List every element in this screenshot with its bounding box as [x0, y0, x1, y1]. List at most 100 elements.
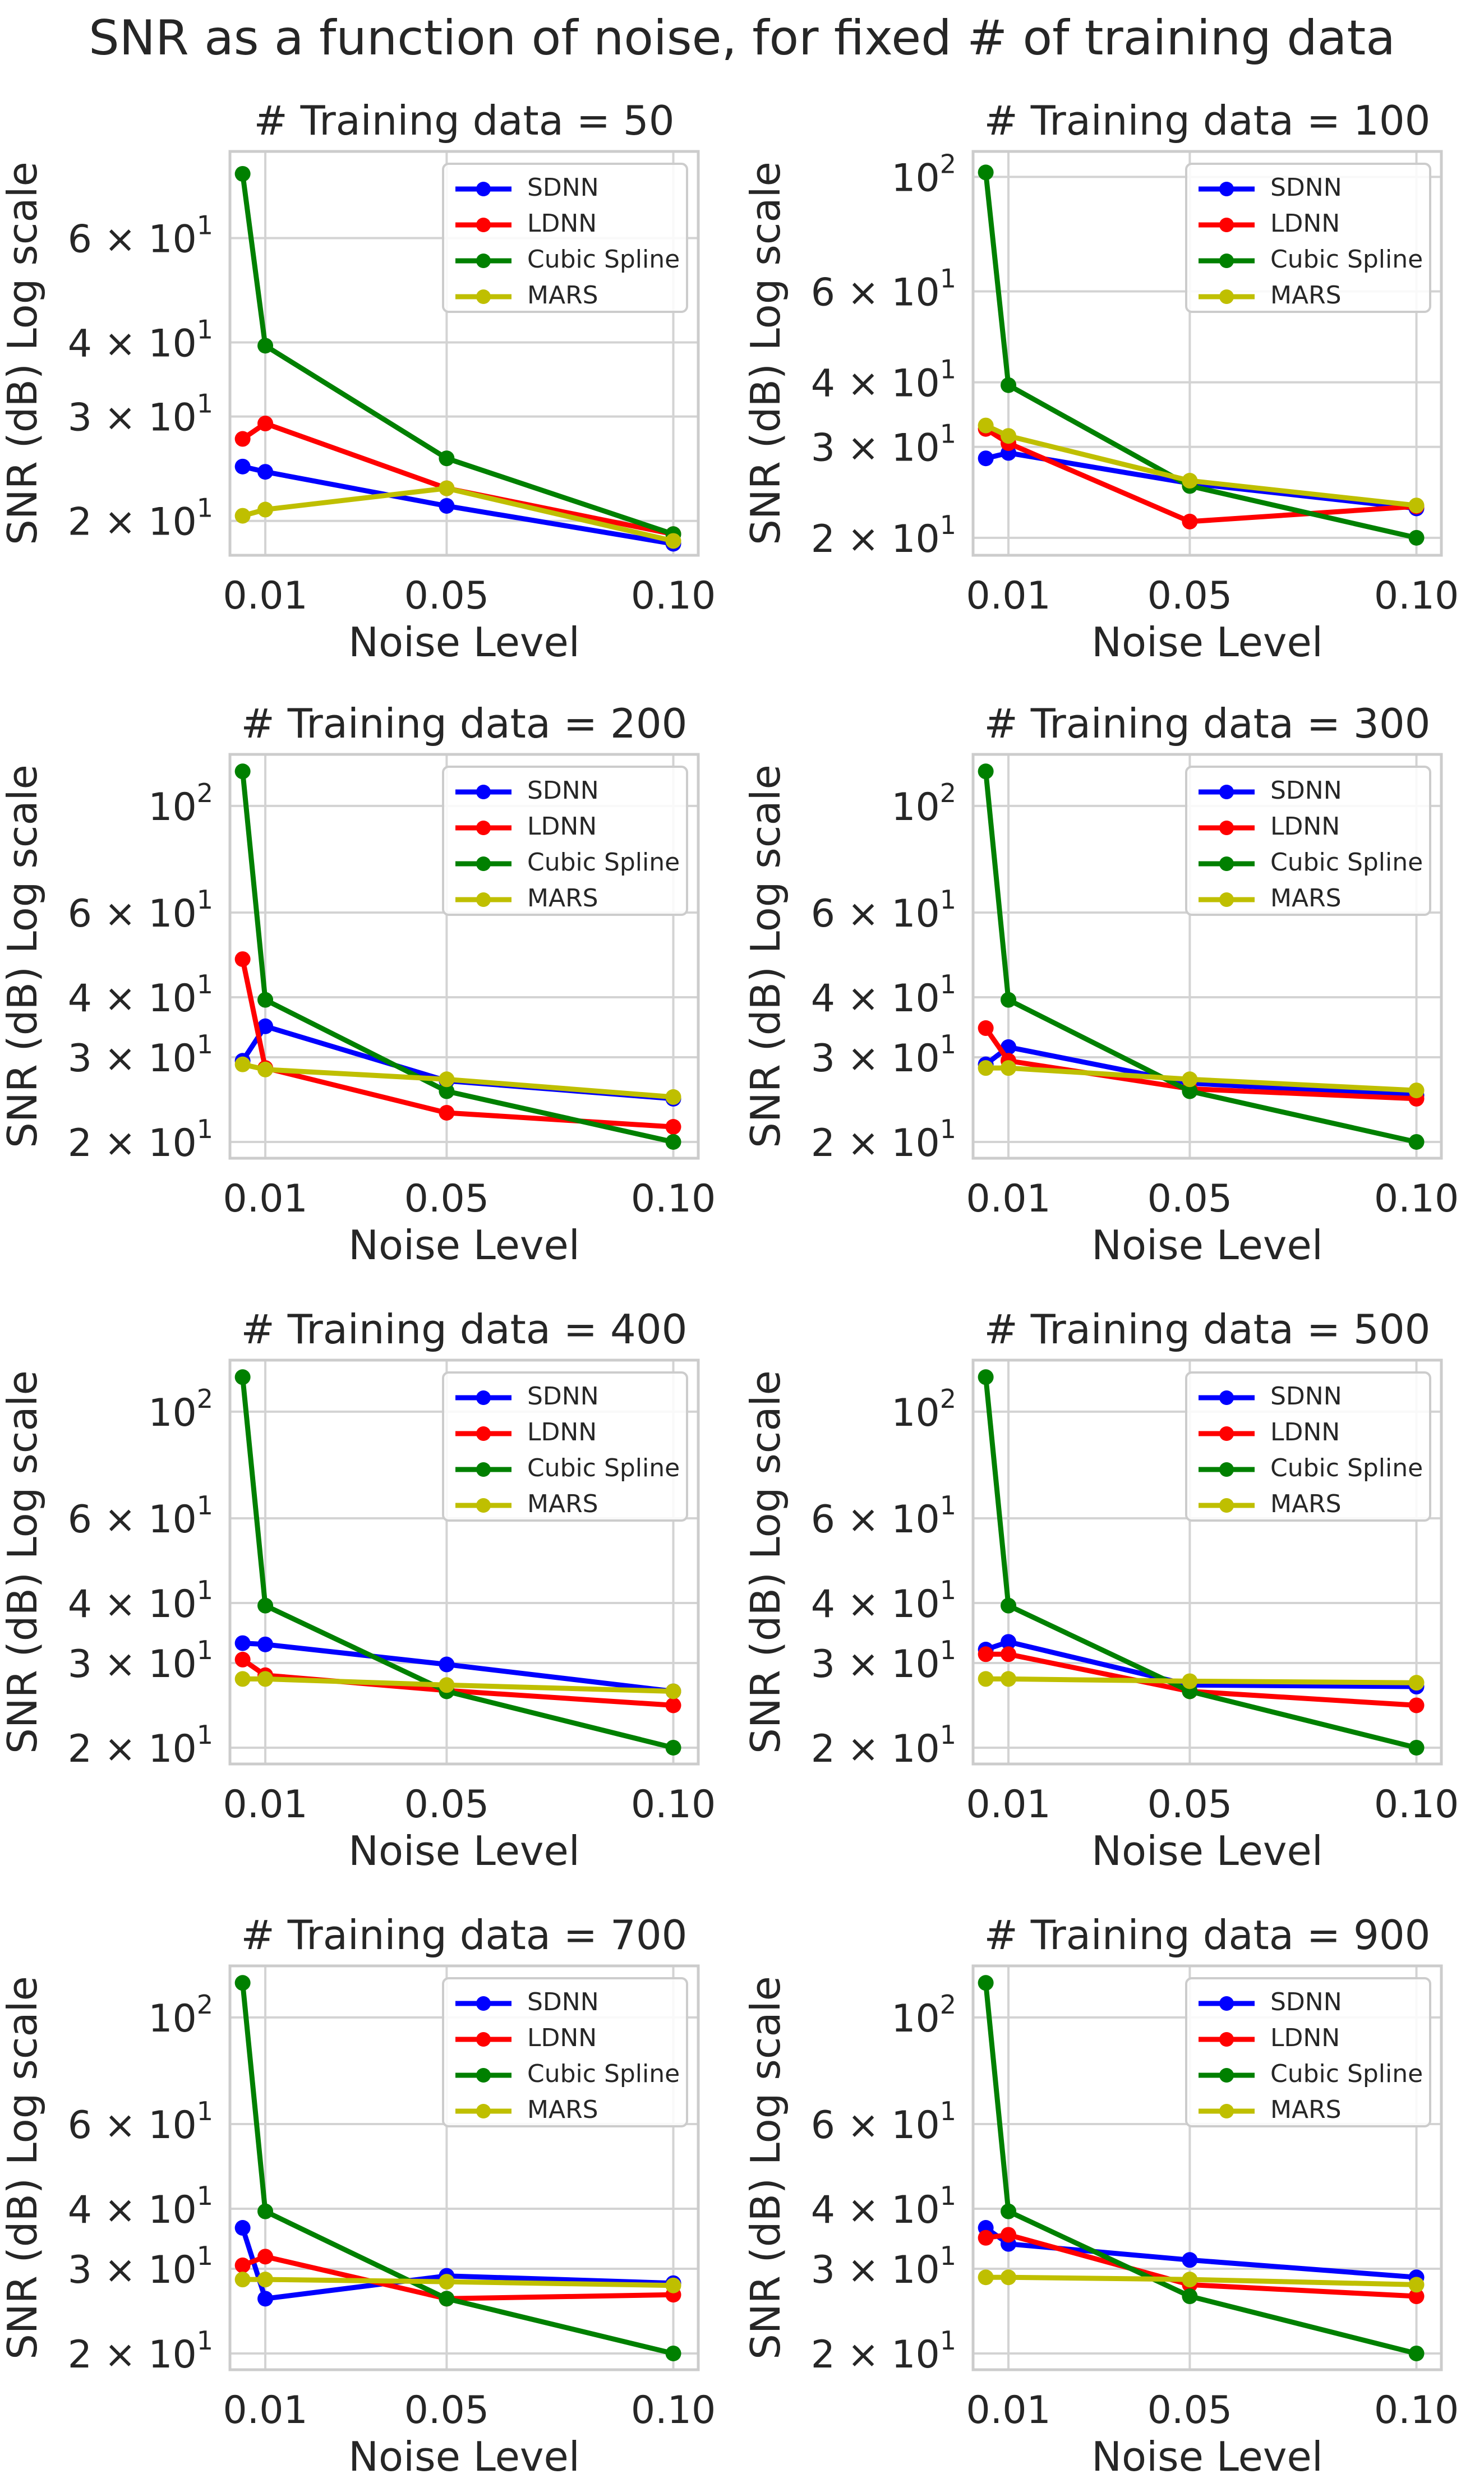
- legend-label: LDNN: [1270, 812, 1340, 841]
- legend-label: LDNN: [527, 1418, 597, 1447]
- y-tick-label: 6 × 101​: [811, 263, 956, 315]
- series-line-mars: [242, 1676, 674, 1694]
- legend-swatch-marker: [1219, 856, 1234, 871]
- series-line-mars: [984, 423, 1417, 508]
- x-tick-label: 0.05: [1147, 1782, 1232, 1827]
- data-point-mars: [1182, 2272, 1198, 2288]
- data-point-cubic-spline: [665, 1739, 681, 1756]
- x-tick-label: 0.01: [966, 1177, 1050, 1221]
- y-tick-label: 6 × 101​: [68, 2096, 213, 2148]
- x-tick-label: 0.01: [223, 2388, 307, 2433]
- data-point-mars: [1182, 1071, 1198, 1088]
- data-point-sdnn: [439, 498, 455, 514]
- legend-swatch-marker: [476, 2032, 491, 2047]
- legend-box: [442, 766, 688, 916]
- data-point-cubic-spline: [257, 338, 274, 354]
- y-tick-label: 4 × 101​: [811, 354, 956, 406]
- y-tick-label: 102​: [891, 1383, 956, 1435]
- x-tick-label: 0.10: [631, 574, 716, 618]
- y-tick-label: 6 × 101​: [68, 210, 213, 261]
- y-tick-label: 2 × 101​: [811, 1719, 956, 1771]
- y-axis-label: SNR (dB) Log scale: [742, 1370, 789, 1754]
- data-point-cubic-spline: [1408, 529, 1425, 546]
- data-point-sdnn: [439, 1656, 455, 1673]
- legend-swatch-marker: [1219, 2104, 1234, 2118]
- data-point-ldnn: [1408, 1697, 1425, 1713]
- data-point-cubic-spline: [1001, 2203, 1017, 2219]
- x-tick-label: 0.05: [404, 1782, 489, 1827]
- y-tick-label: 2 × 101​: [68, 2325, 213, 2376]
- x-tick-label: 0.05: [1147, 2388, 1232, 2433]
- legend: SDNN LDNN Cubic Spline MARS: [442, 1371, 688, 1522]
- y-tick-label: 2 × 101​: [68, 492, 213, 544]
- legend-label: LDNN: [527, 812, 597, 841]
- data-point-mars: [665, 1089, 681, 1105]
- y-tick-label: 3 × 101​: [811, 1029, 956, 1081]
- plot-frame: [228, 753, 700, 1160]
- data-point-mars: [1001, 428, 1017, 444]
- plot-frame: [228, 1964, 700, 2371]
- legend: SDNN LDNN Cubic Spline MARS: [442, 1977, 688, 2127]
- y-tick-label: 102​: [891, 777, 956, 829]
- y-tick-label: 6 × 101​: [68, 885, 213, 936]
- data-point-mars: [665, 2277, 681, 2293]
- series-line-cubic-spline: [240, 173, 674, 537]
- legend-swatch-marker: [1219, 821, 1234, 835]
- x-tick-label: 0.10: [631, 1782, 716, 1827]
- legend-swatch-marker: [476, 785, 491, 799]
- subplot-title: # Training data = 50: [254, 97, 674, 144]
- legend-swatch-marker: [476, 254, 491, 268]
- legend-label: LDNN: [1270, 1418, 1340, 1447]
- legend-label: SDNN: [527, 173, 599, 202]
- data-point-cubic-spline: [1001, 992, 1017, 1008]
- legend-swatch-marker: [476, 1462, 491, 1477]
- y-tick-label: 4 × 101​: [68, 969, 213, 1020]
- x-tick-label: 0.05: [1147, 1177, 1232, 1221]
- legend-swatch-marker: [1219, 892, 1234, 907]
- data-point-sdnn: [1182, 2252, 1198, 2268]
- y-tick-label: 3 × 101​: [811, 1635, 956, 1687]
- data-point-sdnn: [257, 464, 274, 480]
- legend-label: SDNN: [1270, 776, 1342, 805]
- data-point-mars: [978, 2269, 994, 2286]
- data-point-ldnn: [978, 1020, 994, 1037]
- legend-swatch-marker: [476, 1426, 491, 1441]
- legend-label: SDNN: [527, 776, 599, 805]
- data-point-cubic-spline: [439, 450, 455, 467]
- legend-swatch-marker: [1219, 2032, 1234, 2047]
- legend-label: Cubic Spline: [527, 848, 680, 877]
- legend-label: MARS: [1270, 2095, 1342, 2124]
- x-tick-label: 0.10: [631, 2388, 716, 2433]
- legend-swatch-marker: [476, 1390, 491, 1405]
- series-line-ldnn: [985, 1651, 1417, 1708]
- legend-label: Cubic Spline: [527, 245, 680, 274]
- data-point-cubic-spline: [234, 165, 251, 182]
- data-point-cubic-spline: [1001, 1597, 1017, 1614]
- data-point-ldnn: [1408, 2288, 1425, 2305]
- data-point-cubic-spline: [1182, 2288, 1198, 2305]
- legend-swatch-marker: [1219, 1390, 1234, 1405]
- legend-swatch-marker: [1219, 1462, 1234, 1477]
- data-point-sdnn: [978, 450, 994, 467]
- y-tick-label: 2 × 101​: [811, 1113, 956, 1165]
- legend-box: [442, 1371, 688, 1522]
- data-point-mars: [257, 1061, 274, 1077]
- series-line-mars: [242, 2277, 674, 2288]
- data-point-mars: [1001, 1060, 1017, 1076]
- data-point-cubic-spline: [978, 1369, 994, 1385]
- data-point-mars: [257, 1671, 274, 1687]
- y-tick-label: 4 × 101​: [811, 2180, 956, 2232]
- x-tick-label: 0.05: [404, 574, 489, 618]
- x-axis-label: Noise Level: [1091, 1222, 1323, 1269]
- data-point-cubic-spline: [1182, 1083, 1198, 1099]
- data-point-cubic-spline: [257, 992, 274, 1008]
- x-axis-label: Noise Level: [348, 619, 580, 666]
- legend-label: LDNN: [527, 209, 597, 238]
- legend-box: [1185, 1371, 1431, 1522]
- data-point-sdnn: [234, 2220, 251, 2236]
- data-point-cubic-spline: [439, 2291, 455, 2307]
- legend: SDNN LDNN Cubic Spline MARS: [442, 766, 688, 916]
- y-tick-label: 3 × 101​: [68, 2241, 213, 2292]
- series-line-cubic-spline: [983, 1982, 1417, 2356]
- x-axis-label: Noise Level: [1091, 1827, 1323, 1874]
